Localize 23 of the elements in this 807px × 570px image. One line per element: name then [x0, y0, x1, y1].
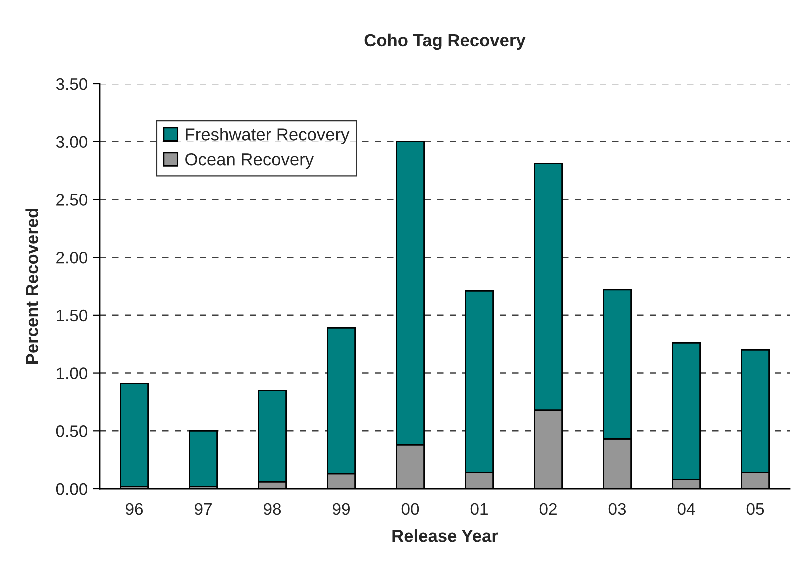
- x-tick-label: 99: [333, 503, 350, 516]
- x-tick-label: 97: [195, 503, 212, 516]
- y-tick-label: 0.00: [56, 483, 88, 496]
- x-tick-label: 01: [470, 503, 488, 516]
- x-tick-label: 02: [540, 503, 557, 516]
- y-axis-title: Percent Recovered: [26, 208, 38, 364]
- x-tick-label: 00: [402, 503, 420, 516]
- legend-label: Freshwater Recovery: [186, 128, 350, 144]
- y-tick-label: 0.50: [56, 426, 88, 438]
- y-tick-label: 2.00: [56, 252, 88, 264]
- y-tick-label: 3.50: [56, 78, 88, 90]
- y-tick-label: 1.50: [57, 310, 88, 322]
- y-tick-label: 1.00: [57, 368, 88, 380]
- x-tick-label: 05: [746, 503, 764, 516]
- x-tick-label: 04: [678, 503, 696, 516]
- y-tick-label: 3.00: [56, 136, 88, 148]
- legend-label: Ocean Recovery: [186, 153, 314, 170]
- chart-title: Coho Tag Recovery: [364, 34, 526, 50]
- x-axis-title: Release Year: [392, 530, 498, 542]
- x-tick-label: 03: [608, 503, 626, 516]
- x-tick-label: 98: [264, 503, 282, 516]
- y-tick-label: 2.50: [56, 194, 88, 206]
- x-tick-label: 96: [126, 503, 144, 516]
